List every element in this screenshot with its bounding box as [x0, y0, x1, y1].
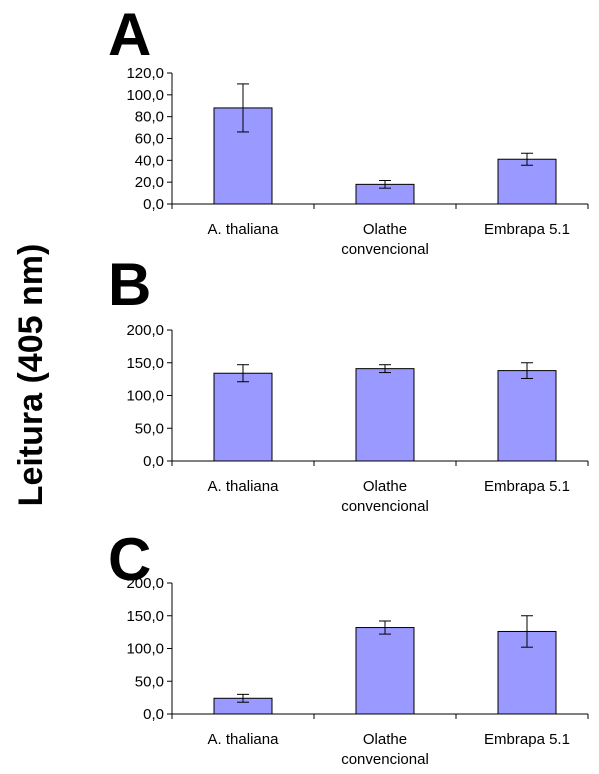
y-tick-label: 20,0 [135, 174, 164, 191]
x-tick-label: Embrapa 5.1 [484, 478, 570, 495]
chart-panel-b: B 0,0 50,0 100,0 150,0 200,0 A. thaliana Olathe… [108, 251, 589, 515]
y-tick-label: 80,0 [135, 109, 164, 126]
x-tick-label-line: Embrapa 5.1 [484, 221, 570, 238]
chart-panel-a: A 0,0 20,0 40,0 60,0 80,0 100,0 120,0 A. thalian… [108, 1, 589, 258]
x-tick-label: Embrapa 5.1 [484, 221, 570, 238]
x-tick-label-line: Embrapa 5.1 [484, 731, 570, 748]
y-tick-label: 60,0 [135, 131, 164, 148]
y-tick-label: 120,0 [126, 65, 164, 82]
panel-letter: B [108, 251, 151, 318]
x-tick-label-line: A. thaliana [208, 221, 280, 238]
y-tick-label: 200,0 [126, 575, 164, 592]
y-tick-label: 50,0 [135, 420, 164, 437]
x-tick-label: Embrapa 5.1 [484, 731, 570, 748]
x-tick-label: A. thaliana [208, 221, 280, 238]
panel-letter: C [108, 526, 151, 593]
x-tick-label-line: convencional [341, 751, 429, 768]
x-tick-label-line: Olathe [363, 221, 407, 238]
x-tick-label: A. thaliana [208, 731, 280, 748]
x-tick-label: A. thaliana [208, 478, 280, 495]
y-axis-label: Leitura (405 nm) [12, 244, 50, 507]
bar [355, 368, 415, 462]
x-tick-label-line: Embrapa 5.1 [484, 478, 570, 495]
y-tick-label: 100,0 [126, 641, 164, 658]
y-tick-label: 0,0 [143, 196, 164, 213]
bar [355, 627, 415, 715]
panel-letter: A [108, 1, 151, 68]
x-tick-label-line: A. thaliana [208, 478, 280, 495]
x-tick-label-line: convencional [341, 498, 429, 515]
x-tick-label: Olathe convencional [341, 221, 429, 258]
bar [497, 158, 557, 205]
chart-panel-c: C 0,0 50,0 100,0 150,0 200,0 A. thaliana Olathe… [108, 526, 589, 768]
x-tick-label-line: convencional [341, 241, 429, 258]
y-tick-label: 100,0 [126, 87, 164, 104]
y-tick-label: 200,0 [126, 322, 164, 339]
x-tick-label-line: Olathe [363, 731, 407, 748]
x-tick-label-line: Olathe [363, 478, 407, 495]
y-tick-label: 0,0 [143, 453, 164, 470]
x-tick-label-line: A. thaliana [208, 731, 280, 748]
y-tick-label: 40,0 [135, 152, 164, 169]
y-tick-label: 100,0 [126, 388, 164, 405]
bar [213, 372, 273, 462]
y-tick-label: 150,0 [126, 608, 164, 625]
y-tick-label: 0,0 [143, 706, 164, 723]
x-tick-label: Olathe convencional [341, 731, 429, 768]
bar [497, 370, 557, 462]
x-tick-label: Olathe convencional [341, 478, 429, 515]
y-tick-label: 50,0 [135, 673, 164, 690]
y-tick-label: 150,0 [126, 355, 164, 372]
chart-panels: A 0,0 20,0 40,0 60,0 80,0 100,0 120,0 A. thalian… [108, 1, 589, 768]
